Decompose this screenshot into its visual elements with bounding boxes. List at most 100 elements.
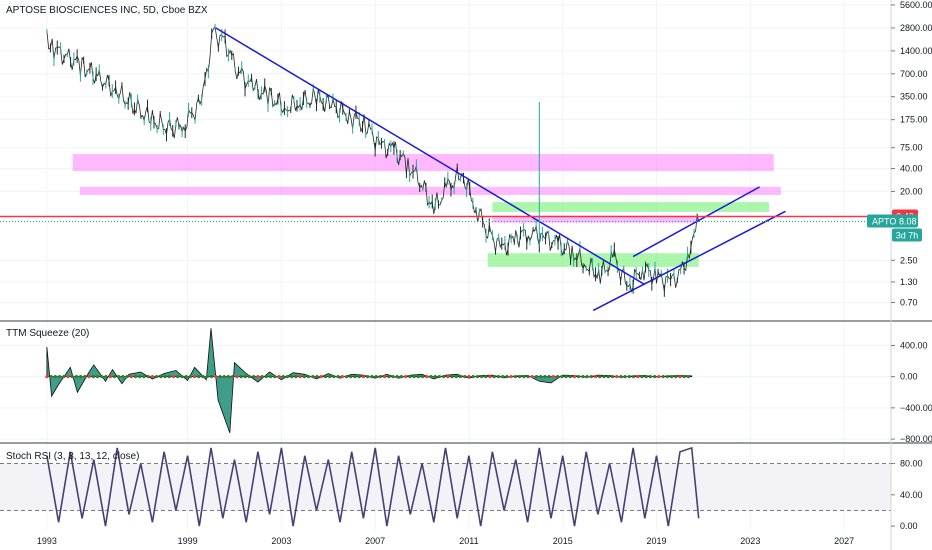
squeeze-dot [268,375,273,379]
squeeze-dot [290,375,294,379]
trend-line[interactable] [592,210,786,312]
squeeze-dot [163,375,167,379]
squeeze-dot [222,375,226,379]
squeeze-dot [87,375,91,379]
price-axis[interactable]: 5600.00 2800.00 1400.00 700.00 350.00 175.00 7… [891,0,932,531]
squeeze-dot [361,375,366,379]
squeeze-dot [91,375,95,379]
squeeze-dot [66,375,70,379]
squeeze-dot [150,375,155,379]
squeeze-dot [294,375,298,379]
stoch-rsi-pane[interactable] [0,446,891,527]
time-axis[interactable]: 1993 1999 2003 2007 2011 2015 2019 2023 2027 [37,536,854,546]
price-axis-label: 2800.00 [900,23,932,33]
squeeze-dot [560,375,564,379]
squeeze-dot [146,375,150,379]
squeeze-dot [349,375,353,379]
squeeze-dot [593,375,598,379]
squeeze-dot [442,375,446,379]
squeeze-dot [669,375,674,379]
squeeze-dot [83,375,87,379]
squeeze-dot [306,375,311,379]
squeeze-dot [585,375,589,379]
squeeze-dot [678,375,682,379]
price-zone[interactable] [492,215,699,223]
time-axis-label: 2007 [365,536,385,546]
squeeze-dot [674,375,678,379]
squeeze-dot [547,375,551,379]
squeeze-dot [176,375,180,379]
price-axis-label: 40.00 [900,164,923,174]
squeeze-dot [572,375,577,379]
squeeze-axis-label: −400.00 [900,403,932,413]
squeeze-dot [112,375,117,379]
trend-line[interactable] [215,27,646,286]
squeeze-dot [387,375,391,379]
price-axis-label: 175.00 [900,115,928,125]
squeeze-dot [353,375,357,379]
squeeze-dot [260,375,264,379]
squeeze-dot [450,375,454,379]
squeeze-dot [374,375,378,379]
squeeze-dot [214,375,218,379]
squeeze-dot [226,375,230,379]
squeeze-dot [366,375,370,379]
squeeze-dot [264,375,268,379]
squeeze-dot [62,375,66,379]
squeeze-dot [648,375,653,379]
squeeze-dot [218,375,222,379]
stoch-k-line [46,446,700,527]
squeeze-dot [159,375,163,379]
squeeze-dot [404,375,408,379]
squeeze-dot [623,375,627,379]
squeeze-dot [188,375,192,379]
squeeze-dot [281,375,285,379]
squeeze-dot [471,375,475,379]
squeeze-dot [555,375,560,379]
squeeze-dot [420,375,425,379]
squeeze-dot [412,375,416,379]
squeeze-dot [517,375,522,379]
squeeze-dot [539,375,543,379]
price-zone[interactable] [72,154,774,172]
squeeze-dot [95,375,100,379]
price-axis-label: 1400.00 [900,46,932,56]
squeeze-dot [534,375,539,379]
squeeze-dot [235,375,239,379]
squeeze-dot [568,375,572,379]
squeeze-dot [344,375,349,379]
squeeze-dot [564,375,568,379]
price-zone[interactable] [492,202,770,212]
squeeze-axis-label: 400.00 [900,340,928,350]
countdown-badge [892,228,922,242]
squeeze-dot [509,375,513,379]
price-zone[interactable] [79,186,781,195]
squeeze-dot [522,375,526,379]
countdown-badge-value: 3d 7h [896,230,919,240]
stoch-axis-label: 0.00 [900,521,918,531]
squeeze-dot [70,375,74,379]
squeeze-dot [513,375,517,379]
squeeze-dot [129,375,133,379]
squeeze-dot [636,375,640,379]
squeeze-dot [530,375,534,379]
squeeze-dot [277,375,281,379]
ttm-squeeze-pane[interactable] [45,328,693,434]
squeeze-axis-label: −800.00 [900,434,932,444]
squeeze-dot [602,375,606,379]
price-zone[interactable] [487,253,699,267]
squeeze-dot [155,375,159,379]
squeeze-dot [416,375,420,379]
squeeze-dot [610,375,615,379]
squeeze-dot [100,375,104,379]
squeeze-dot [391,375,395,379]
price-pane[interactable] [0,23,891,312]
squeeze-dot [526,375,530,379]
squeeze-dot [640,375,644,379]
squeeze-dot [197,375,201,379]
squeeze-dot [627,375,631,379]
time-axis-label: 2023 [740,536,760,546]
price-axis-label: 20.00 [900,186,923,196]
squeeze-dot [475,375,479,379]
